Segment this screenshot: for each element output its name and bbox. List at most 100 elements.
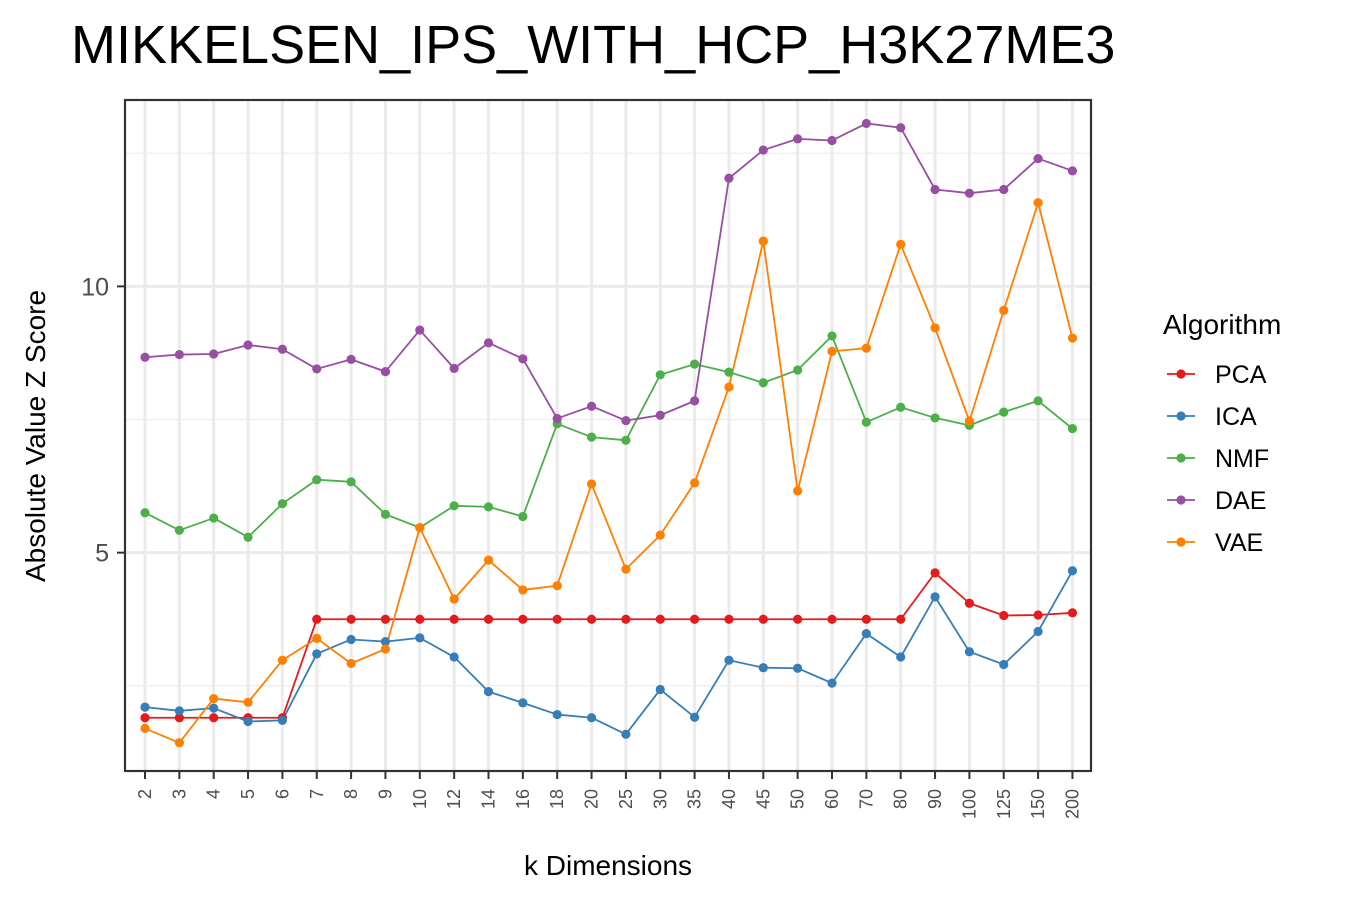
data-point-vae [896, 239, 906, 249]
data-point-ica [552, 709, 562, 720]
x-tick-label: 10 [410, 789, 430, 809]
x-tick-label: 100 [959, 789, 979, 819]
data-point-dae [483, 338, 494, 348]
x-tick-label: 8 [341, 789, 361, 799]
data-point-ica [827, 678, 837, 688]
x-tick-label: 150 [1028, 789, 1048, 819]
x-tick-label: 9 [375, 789, 395, 799]
data-point-nmf [518, 511, 528, 522]
series-line-ica [144, 569, 1074, 736]
legend-label-nmf: NMF [1215, 445, 1269, 473]
legend-label-ica: ICA [1215, 403, 1257, 431]
data-point-nmf [793, 365, 803, 375]
data-point-pca [930, 568, 940, 578]
data-point-dae [552, 413, 562, 424]
legend: Algorithm PCA ICA NMF DAE VAE [1163, 309, 1281, 557]
y-tick-label: 10 [81, 273, 109, 301]
x-tick-label: 6 [272, 789, 292, 799]
data-point-nmf [930, 413, 940, 423]
chart-title: MIKKELSEN_IPS_WITH_HCP_H3K27ME3 [71, 15, 1115, 75]
data-point-dae [380, 366, 391, 377]
data-point-vae [174, 738, 184, 748]
data-point-pca [690, 614, 700, 624]
data-point-dae [999, 184, 1009, 195]
x-tick-label: 12 [444, 789, 464, 809]
minor-gridlines [125, 152, 1091, 687]
data-point-ica [621, 729, 631, 739]
data-point-ica [861, 629, 871, 639]
data-point-nmf [277, 499, 287, 509]
legend-items: PCA ICA NMF DAE VAE [1167, 361, 1269, 557]
data-point-vae [690, 478, 700, 488]
data-point-pca [586, 614, 597, 624]
plot-border [123, 98, 1093, 773]
x-tick-label: 25 [616, 789, 636, 809]
data-point-nmf [380, 509, 391, 519]
x-axis: 2 3 4 5 6 7 8 9 10 12 14 16 18 20 25 30 35 40 45 50 60 70 80 90… [135, 771, 1082, 819]
data-point-ica [415, 633, 425, 643]
data-point-dae [586, 401, 597, 411]
data-point-vae [483, 555, 494, 565]
data-point-nmf [1067, 423, 1078, 434]
data-point-nmf [312, 475, 322, 485]
data-point-pca [896, 614, 906, 624]
data-point-nmf [621, 435, 631, 445]
data-point-pca [621, 614, 631, 624]
data-point-pca [964, 598, 975, 608]
data-point-vae [861, 343, 871, 353]
x-tick-label: 90 [925, 789, 945, 809]
data-point-dae [174, 349, 184, 360]
data-point-vae [518, 585, 528, 595]
data-point-vae [312, 633, 322, 643]
data-point-vae [449, 594, 459, 604]
data-point-dae [621, 415, 631, 426]
data-point-pca [415, 614, 425, 624]
data-point-ica [209, 703, 219, 713]
data-point-vae [930, 323, 940, 333]
legend-title: Algorithm [1163, 309, 1281, 340]
data-point-dae [415, 325, 425, 335]
data-point-nmf [174, 525, 184, 535]
series-line-dae [144, 122, 1074, 422]
data-point-vae [964, 416, 975, 426]
data-point-pca [380, 614, 391, 624]
data-point-vae [140, 723, 150, 733]
data-point-dae [690, 396, 700, 406]
legend-label-dae: DAE [1215, 487, 1266, 515]
data-point-vae [346, 658, 356, 669]
data-point-dae [964, 188, 975, 198]
data-point-ica [690, 712, 700, 722]
x-tick-label: 60 [822, 789, 842, 809]
data-point-nmf [999, 407, 1009, 417]
data-point-vae [999, 305, 1009, 315]
data-point-vae [209, 693, 219, 704]
y-axis-title: Absolute Value Z Score [20, 290, 51, 582]
x-tick-label: 70 [856, 789, 876, 809]
data-point-nmf [140, 508, 150, 518]
x-tick-label: 4 [204, 789, 224, 799]
data-point-ica [312, 649, 322, 659]
data-point-nmf [1033, 396, 1043, 406]
data-point-dae [277, 344, 287, 354]
plot-background [125, 100, 1091, 771]
data-point-vae [243, 697, 253, 707]
data-point-pca [655, 614, 665, 624]
data-point-dae [1067, 166, 1078, 176]
data-point-ica [999, 659, 1009, 670]
data-point-ica [174, 706, 184, 716]
x-tick-label: 20 [582, 789, 602, 809]
data-point-ica [1067, 566, 1078, 576]
data-point-dae [758, 145, 768, 155]
data-point-dae [1033, 153, 1043, 164]
x-tick-label: 5 [238, 789, 258, 799]
data-point-ica [449, 652, 459, 662]
x-axis-title: k Dimensions [524, 850, 692, 881]
data-point-pca [209, 713, 219, 723]
data-point-ica [518, 698, 528, 708]
data-point-ica [483, 687, 494, 697]
data-point-pca [861, 614, 871, 624]
x-tick-label: 30 [650, 789, 670, 809]
series-line-vae [144, 201, 1074, 744]
data-point-ica [724, 655, 734, 665]
data-point-dae [518, 354, 528, 364]
